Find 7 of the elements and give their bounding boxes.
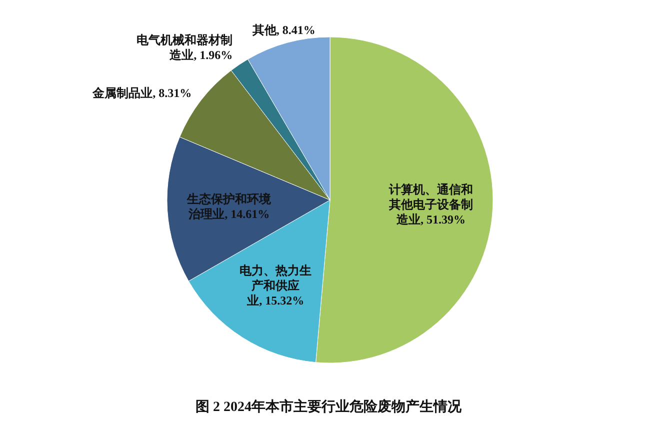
slice-label: 计算机、通信和其他电子设备制造业, 51.39% xyxy=(388,182,473,227)
text: 图 2 2024年本市主要行业危险废物产生情况 xyxy=(196,398,462,415)
slice-label: 金属制品业, 8.31% xyxy=(92,86,192,100)
slice-label: 电气机械和器材制造业, 1.96% xyxy=(136,32,233,62)
slice-label: 电力、热力生产和供应业, 15.32% xyxy=(240,263,312,308)
slice-label: 生态保护和环境治理业, 14.61% xyxy=(186,192,272,221)
slice-label: 其他, 8.41% xyxy=(251,22,316,37)
